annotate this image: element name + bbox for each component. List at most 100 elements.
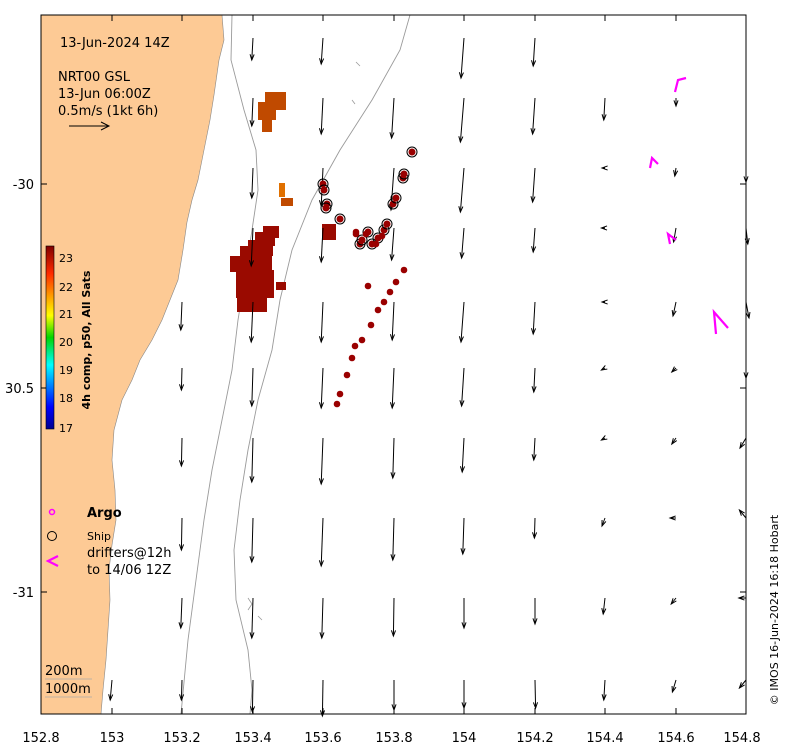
- current-arrow-head: [178, 324, 184, 332]
- current-arrow: [601, 517, 607, 528]
- current-arrow-head: [670, 438, 678, 446]
- current-arrow: [601, 597, 607, 616]
- current-arrow-head: [600, 365, 608, 371]
- current-arrow: [249, 679, 256, 714]
- current-arrow: [389, 301, 395, 342]
- current-arrow-head: [458, 206, 464, 214]
- current-arrow: [248, 227, 254, 268]
- current-arrow-head: [319, 58, 325, 66]
- current-arrow: [318, 517, 324, 568]
- current-arrow-head: [390, 554, 396, 562]
- current-arrow-shaft: [672, 301, 677, 317]
- current-arrow: [319, 37, 325, 66]
- current-arrow-head: [249, 706, 256, 714]
- sst-pixel: [265, 92, 286, 102]
- current-arrow: [319, 597, 325, 640]
- sst-colorbar: [45, 245, 55, 430]
- current-arrow-shaft: [180, 367, 183, 391]
- current-arrow-shaft: [251, 167, 254, 199]
- current-arrow-head: [601, 608, 607, 616]
- current-arrow-head: [532, 702, 539, 710]
- current-arrow: [458, 97, 465, 144]
- current-arrow-shaft: [320, 301, 324, 343]
- current-arrow-head: [249, 476, 255, 484]
- current-arrow: [179, 679, 185, 702]
- ship-track-ring: [381, 218, 393, 230]
- drifter-tracks: [317, 146, 418, 408]
- current-arrow-head: [179, 694, 185, 702]
- colorbar-tick: 18: [59, 392, 73, 405]
- current-arrow: [249, 367, 255, 408]
- current-arrow: [318, 227, 325, 264]
- current-arrow-head: [318, 336, 324, 344]
- current-arrow-shaft: [180, 301, 183, 331]
- sst-pixel: [237, 296, 267, 312]
- current-arrow: [249, 597, 255, 640]
- current-arrow: [601, 679, 607, 702]
- scale-label: 0.5m/s (1kt 6h): [58, 104, 158, 119]
- current-arrow: [318, 301, 324, 344]
- current-arrow-head: [738, 682, 745, 690]
- current-arrow-head: [530, 196, 536, 204]
- drifter-point: [380, 298, 388, 306]
- sst-pixel: [322, 224, 336, 240]
- current-arrow-head: [249, 632, 255, 640]
- current-arrow-shaft: [251, 37, 254, 61]
- legend-drifters-2: to 14/06 12Z: [87, 563, 171, 578]
- legend-argo: Argo: [87, 506, 122, 521]
- current-arrow-shaft: [533, 367, 536, 393]
- x-tick-label: 154: [452, 731, 477, 746]
- current-arrow: [668, 515, 676, 521]
- drifter-point: [383, 220, 391, 228]
- current-arrow: [318, 367, 324, 410]
- current-arrow-head: [671, 685, 677, 694]
- current-arrow: [178, 597, 184, 630]
- current-arrow: [458, 37, 465, 80]
- drifter-point: [392, 278, 400, 286]
- current-arrow-head: [670, 598, 677, 606]
- current-arrow-shaft: [250, 301, 254, 343]
- current-arrow: [461, 598, 467, 630]
- ship-track-ring: [334, 213, 346, 225]
- current-arrow: [178, 517, 185, 552]
- product-time-label: 13-Jun 06:00Z: [58, 87, 151, 102]
- drifter-point: [400, 266, 408, 274]
- current-arrow: [745, 301, 751, 320]
- drifter-point: [362, 230, 370, 238]
- sst-pixel: [236, 270, 274, 298]
- x-tick-label: 154.4: [586, 731, 623, 746]
- colorbar-tick: 22: [59, 281, 73, 294]
- current-arrow-head: [318, 128, 324, 136]
- current-arrow: [530, 301, 537, 336]
- legend-drifters-1: drifters@12h: [87, 546, 172, 561]
- argo-float-markers: [648, 76, 729, 335]
- x-tick-label: 154.6: [657, 731, 694, 746]
- drifter-point: [343, 371, 351, 379]
- current-arrow: [248, 301, 254, 344]
- current-arrow-head: [668, 515, 676, 521]
- argo-float-track: [712, 308, 729, 335]
- current-arrow-shaft: [392, 517, 395, 561]
- current-arrow: [671, 301, 677, 318]
- current-arrow: [178, 301, 184, 332]
- drifter-point: [322, 204, 330, 212]
- current-arrow-head: [458, 72, 464, 80]
- current-arrow-head: [745, 311, 751, 320]
- current-arrow-head: [738, 508, 745, 516]
- current-arrow-shaft: [320, 37, 324, 65]
- current-arrow-head: [673, 170, 679, 178]
- current-arrow-shaft: [603, 679, 606, 701]
- current-arrow-shaft: [320, 437, 324, 485]
- product-label: NRT00 GSL: [58, 70, 131, 85]
- y-tick-label: -30: [13, 178, 34, 193]
- current-arrow: [532, 517, 538, 540]
- drifter-point: [408, 148, 416, 156]
- drifter-point: [400, 170, 408, 178]
- current-arrow-shaft: [391, 367, 395, 409]
- isobath-1000m: [233, 14, 411, 715]
- current-arrow: [600, 365, 608, 371]
- current-arrow: [249, 97, 255, 128]
- drifter-point: [352, 228, 360, 236]
- isobath-200m: [180, 14, 259, 715]
- sst-pixel: [262, 120, 272, 132]
